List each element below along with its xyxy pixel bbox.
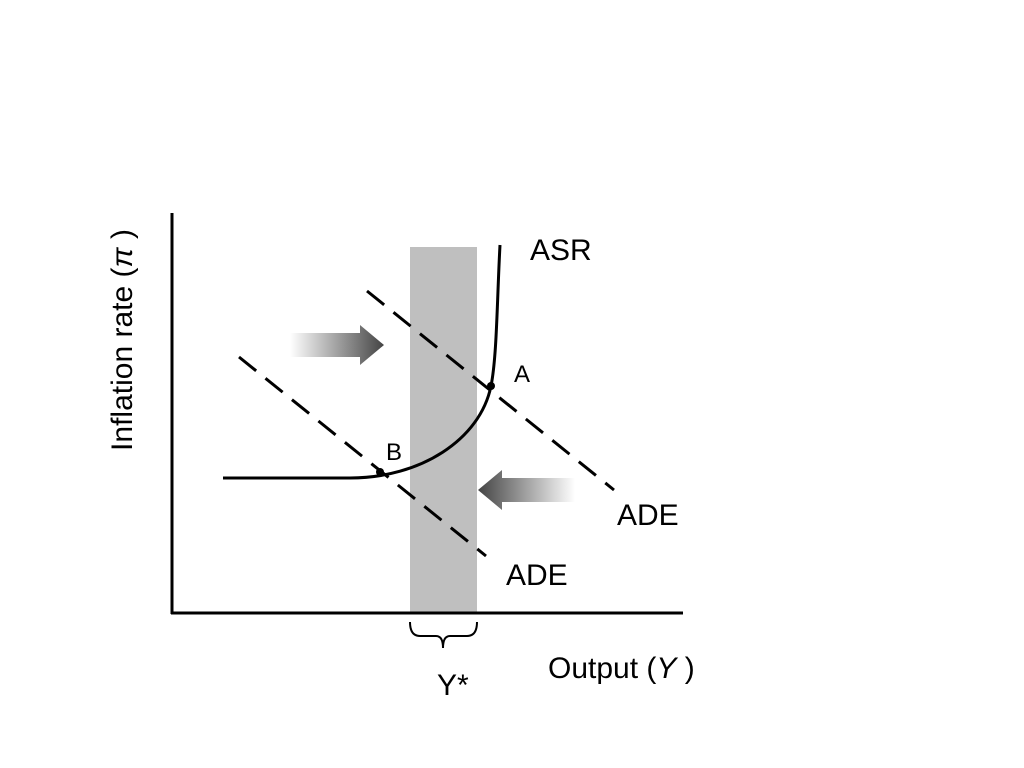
point-b-label: B: [386, 439, 402, 466]
shift-left-arrow: [478, 470, 575, 510]
y-axis-label: Inflation rate (π ): [106, 229, 139, 451]
potential-output-band: [410, 247, 477, 613]
y-label-symbol: π: [106, 247, 139, 268]
ade-upper-label: ADE: [617, 499, 679, 532]
band-label: Y*: [437, 669, 469, 702]
ade-upper-line: [366, 289, 615, 492]
band-brace: [409, 621, 478, 649]
y-label-text: Inflation rate (: [106, 268, 139, 451]
x-axis-label: Output (Y ): [548, 652, 695, 685]
point-a-label: A: [514, 361, 530, 388]
point-b-marker: [376, 468, 384, 476]
x-label-close: ): [676, 652, 694, 685]
asr-curve: [223, 244, 502, 480]
ade-lower-label: ADE: [506, 559, 568, 592]
x-label-text: Output (: [548, 652, 656, 685]
asr-label: ASR: [530, 234, 592, 267]
x-label-symbol: Y: [656, 652, 678, 685]
y-label-close: ): [106, 229, 139, 247]
shift-right-arrow: [290, 325, 384, 365]
point-a-marker: [487, 382, 495, 390]
ade-lower-line: [238, 355, 487, 558]
